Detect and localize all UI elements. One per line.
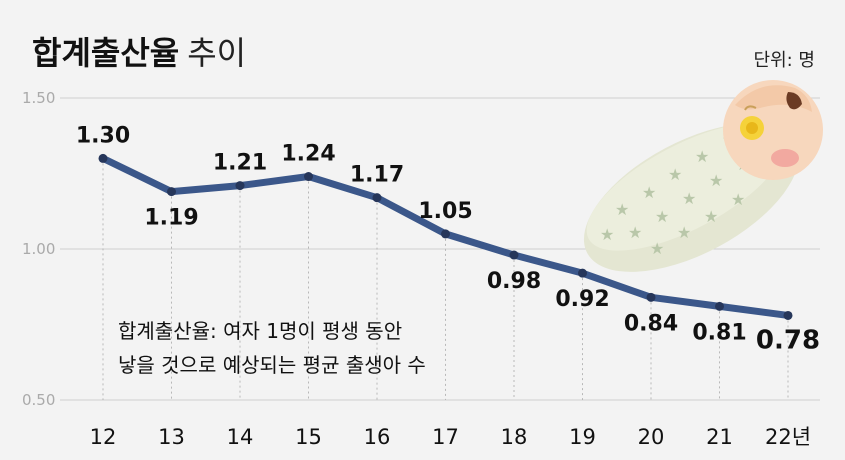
svg-text:★: ★ bbox=[682, 189, 696, 208]
y-axis-ticks: 1.50 1.00 0.50 bbox=[22, 89, 55, 409]
y-tick-label: 0.50 bbox=[22, 391, 55, 409]
svg-text:★: ★ bbox=[695, 147, 709, 166]
svg-text:★: ★ bbox=[677, 223, 691, 242]
x-tick-label: 15 bbox=[295, 425, 322, 449]
chart-title-suffix: 추이 bbox=[187, 34, 246, 72]
definition-note-line-2: 낳을 것으로 예상되는 평균 출생아 수 bbox=[118, 353, 426, 377]
svg-text:★: ★ bbox=[704, 207, 718, 226]
y-tick-label: 1.50 bbox=[22, 89, 55, 107]
data-point bbox=[783, 310, 793, 320]
data-label: 0.84 bbox=[624, 311, 678, 336]
data-label: 1.19 bbox=[144, 206, 198, 231]
x-tick-label: 21 bbox=[706, 425, 733, 449]
svg-text:★: ★ bbox=[650, 239, 664, 258]
svg-text:★: ★ bbox=[709, 171, 723, 190]
svg-text:★: ★ bbox=[642, 183, 656, 202]
x-tick-label: 12 bbox=[90, 425, 117, 449]
data-point bbox=[441, 229, 450, 239]
data-point bbox=[372, 193, 382, 203]
drop-lines bbox=[102, 158, 789, 400]
unit-label: 단위: 명 bbox=[754, 50, 815, 71]
definition-note-line-1: 합계출산율: 여자 1명이 평생 동안 bbox=[118, 319, 402, 343]
data-point bbox=[715, 301, 724, 311]
chart-title: 합계출산율 추이 bbox=[32, 34, 246, 72]
data-point bbox=[98, 153, 108, 163]
svg-text:★: ★ bbox=[600, 225, 614, 244]
svg-text:★: ★ bbox=[668, 165, 682, 184]
x-tick-label: 18 bbox=[501, 425, 528, 449]
data-label: 1.24 bbox=[281, 142, 335, 167]
data-label: 1.17 bbox=[350, 163, 404, 188]
chart-title-main: 합계출산율 bbox=[32, 34, 179, 72]
data-point bbox=[235, 181, 245, 191]
svg-text:★: ★ bbox=[615, 200, 629, 219]
data-label: 1.05 bbox=[418, 199, 472, 224]
data-label: 0.81 bbox=[692, 320, 746, 345]
svg-text:★: ★ bbox=[628, 223, 642, 242]
x-tick-label: 13 bbox=[158, 425, 185, 449]
x-tick-label: 22년 bbox=[765, 425, 811, 449]
x-tick-label: 19 bbox=[569, 425, 596, 449]
x-axis-ticks: 12 13 14 15 16 17 18 19 20 21 22년 bbox=[90, 425, 811, 449]
x-tick-label: 20 bbox=[638, 425, 665, 449]
data-point bbox=[167, 187, 176, 197]
data-label: 1.21 bbox=[213, 151, 267, 176]
svg-text:★: ★ bbox=[731, 190, 745, 209]
data-markers bbox=[98, 153, 793, 320]
svg-text:★: ★ bbox=[655, 207, 669, 226]
x-tick-label: 14 bbox=[227, 425, 254, 449]
data-label: 0.98 bbox=[487, 269, 541, 294]
data-point bbox=[578, 268, 587, 278]
data-label: 0.78 bbox=[756, 325, 820, 355]
x-tick-label: 17 bbox=[432, 425, 459, 449]
data-label: 1.30 bbox=[76, 123, 130, 148]
data-point bbox=[646, 292, 656, 302]
data-label: 0.92 bbox=[555, 287, 609, 312]
data-point bbox=[304, 172, 313, 182]
baby-illustration: ★ ★ ★ ★ ★ ★ ★ ★ ★ ★ ★ ★ ★ ★ ★ bbox=[583, 80, 823, 272]
data-point bbox=[509, 250, 519, 260]
y-tick-label: 1.00 bbox=[22, 240, 55, 258]
x-tick-label: 16 bbox=[364, 425, 391, 449]
data-labels: 1.30 1.19 1.21 1.24 1.17 1.05 0.98 0.92 0.84 0.81… bbox=[76, 123, 820, 355]
